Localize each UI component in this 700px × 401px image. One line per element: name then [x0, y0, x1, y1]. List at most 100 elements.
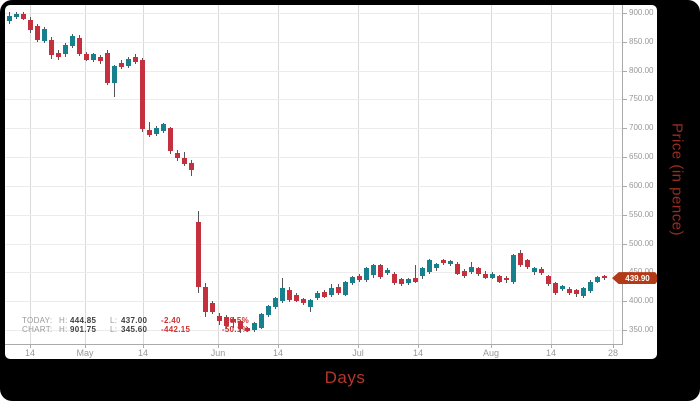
candle-body — [336, 286, 341, 294]
stats-chart-low-value: 345.60 — [121, 325, 148, 334]
candle-body — [238, 321, 243, 330]
h-gridline — [5, 185, 622, 187]
y-axis-title: Price (in pence) — [668, 123, 686, 237]
x-axis-label: 14 — [412, 348, 423, 358]
stats-today-change: -2.40 — [161, 316, 181, 325]
candle-body — [280, 287, 285, 302]
candle-body — [105, 53, 110, 83]
h-gridline — [5, 157, 622, 159]
h-gridline — [5, 41, 622, 43]
candle-body — [245, 328, 250, 332]
y-axis-tick — [622, 41, 627, 43]
stats-today-low-label: L: — [110, 316, 118, 325]
candle-body — [287, 289, 292, 300]
y-axis-tick — [622, 185, 627, 187]
h-gridline — [5, 330, 622, 331]
v-gridline — [218, 5, 219, 344]
candle-body — [371, 265, 376, 276]
candle-body — [588, 281, 593, 292]
candle-body — [49, 40, 54, 56]
candle-body — [182, 158, 187, 164]
y-axis-label: 850.00 — [629, 36, 654, 46]
x-axis-tick — [85, 344, 86, 348]
candle-body — [126, 58, 131, 67]
y-axis-label: 400.00 — [629, 296, 654, 306]
candle-body — [441, 260, 446, 264]
candle-body — [14, 13, 19, 18]
chart-panel: 14 May 14 Jun 14 Jul 14 Aug 14 28 900.00 850.00 800.… — [5, 5, 657, 359]
y-axis-label: 800.00 — [629, 65, 654, 75]
v-gridline — [418, 5, 419, 344]
candle-body — [413, 277, 418, 282]
candle-body — [420, 268, 425, 277]
h-gridline — [5, 99, 622, 101]
y-axis-label: 650.00 — [629, 152, 654, 162]
stats-panel: TODAY: H: 444.85 L: 437.00 -2.40 -0.5% C… — [22, 316, 249, 334]
x-axis-tick — [218, 344, 219, 348]
stats-chart-label: CHART: — [22, 325, 53, 334]
x-axis-label: 14 — [137, 348, 148, 358]
candle-body — [98, 57, 103, 62]
stats-chart-high-label: H: — [59, 325, 68, 334]
candle-body — [28, 19, 33, 30]
candle-body — [91, 54, 96, 60]
x-axis-title: Days — [324, 368, 366, 387]
x-axis-label: 28 — [607, 348, 618, 358]
y-axis-label: 750.00 — [629, 94, 654, 104]
y-axis-label: 600.00 — [629, 180, 654, 190]
x-axis-tick — [613, 344, 614, 348]
v-gridline — [30, 5, 31, 344]
candle-body — [203, 286, 208, 313]
candle-body — [196, 221, 201, 287]
candle-body — [133, 57, 138, 62]
y-axis-label: 700.00 — [629, 123, 654, 133]
x-axis-tick — [418, 344, 419, 348]
y-axis-label: 550.00 — [629, 209, 654, 219]
x-axis-label: 14 — [545, 348, 556, 358]
stats-row-chart: CHART: H: 901.75 L: 345.60 -442.15 -50.1… — [22, 325, 249, 334]
candle-body — [399, 279, 404, 284]
candle-body — [511, 255, 516, 283]
v-gridline — [85, 5, 86, 344]
candle-wick — [415, 265, 416, 284]
x-axis-label: Jul — [352, 348, 364, 358]
candle-body — [315, 293, 320, 298]
v-gridline — [358, 5, 359, 344]
candle-body — [189, 162, 194, 170]
candle-body — [392, 273, 397, 284]
v-gridline — [278, 5, 279, 344]
candle-body — [378, 265, 383, 277]
candle-body — [357, 275, 362, 281]
x-axis-label: Jun — [210, 348, 226, 358]
y-axis-label: 900.00 — [629, 8, 654, 17]
candle-body — [539, 268, 544, 273]
h-gridline — [5, 243, 622, 245]
candle-body — [210, 303, 215, 312]
candle-body — [434, 263, 439, 269]
candle-body — [301, 299, 306, 303]
candle-body — [595, 276, 600, 282]
candle-body — [553, 283, 558, 294]
candle-body — [364, 268, 369, 280]
candle-body — [532, 268, 537, 273]
candle-body — [56, 53, 61, 57]
plot-area[interactable]: 14 May 14 Jun 14 Jul 14 Aug 14 28 900.00 850.00 800.… — [5, 5, 657, 359]
stats-chart-change-pct: -50.1% — [221, 325, 249, 334]
y-axis-label: 350.00 — [629, 325, 654, 334]
candle-body — [476, 268, 481, 274]
candle-body — [224, 317, 229, 326]
h-gridline — [5, 70, 622, 72]
y-axis-tick — [622, 128, 627, 130]
candle-body — [574, 290, 579, 294]
candle-body — [469, 267, 474, 273]
x-axis-tick — [491, 344, 492, 348]
candle-body — [266, 305, 271, 315]
candle-body — [308, 300, 313, 307]
candle-body — [329, 287, 334, 295]
candle-body — [231, 319, 236, 322]
y-axis-tick — [622, 243, 627, 245]
stats-today-label: TODAY: — [22, 316, 53, 325]
candle-body — [147, 130, 152, 135]
candle-body — [462, 271, 467, 277]
